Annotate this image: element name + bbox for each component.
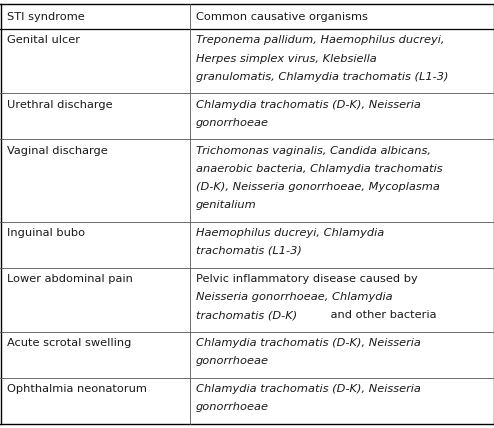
Text: Chlamydia trachomatis (D-K), Neisseria: Chlamydia trachomatis (D-K), Neisseria	[196, 384, 421, 394]
Text: Vaginal discharge: Vaginal discharge	[7, 146, 108, 156]
Text: and other bacteria: and other bacteria	[327, 310, 436, 320]
Text: gonorrhoeae: gonorrhoeae	[196, 118, 269, 128]
Text: Neisseria gonorrhoeae, Chlamydia: Neisseria gonorrhoeae, Chlamydia	[196, 292, 393, 302]
Text: gonorrhoeae: gonorrhoeae	[196, 402, 269, 412]
Text: Lower abdominal pain: Lower abdominal pain	[7, 274, 133, 284]
Text: Chlamydia trachomatis (D-K), Neisseria: Chlamydia trachomatis (D-K), Neisseria	[196, 338, 421, 348]
Text: Herpes simplex virus, Klebsiella: Herpes simplex virus, Klebsiella	[196, 54, 377, 63]
Text: Inguinal bubo: Inguinal bubo	[7, 228, 85, 238]
Text: Chlamydia trachomatis (D-K), Neisseria: Chlamydia trachomatis (D-K), Neisseria	[196, 100, 421, 110]
Text: (D-K), Neisseria gonorrhoeae, Mycoplasma: (D-K), Neisseria gonorrhoeae, Mycoplasma	[196, 182, 440, 192]
Text: anaerobic bacteria, Chlamydia trachomatis: anaerobic bacteria, Chlamydia trachomati…	[196, 164, 443, 174]
Text: trachomatis (D-K): trachomatis (D-K)	[196, 310, 297, 320]
Text: Treponema pallidum, Haemophilus ducreyi,: Treponema pallidum, Haemophilus ducreyi,	[196, 36, 445, 45]
Text: genitalium: genitalium	[196, 200, 257, 210]
Text: trachomatis (L1-3): trachomatis (L1-3)	[196, 246, 302, 256]
Text: Haemophilus ducreyi, Chlamydia: Haemophilus ducreyi, Chlamydia	[196, 228, 384, 238]
Text: gonorrhoeae: gonorrhoeae	[196, 356, 269, 366]
Text: Pelvic inflammatory disease caused by: Pelvic inflammatory disease caused by	[196, 274, 418, 284]
Text: Ophthalmia neonatorum: Ophthalmia neonatorum	[7, 384, 147, 394]
Text: Acute scrotal swelling: Acute scrotal swelling	[7, 338, 131, 348]
Text: Common causative organisms: Common causative organisms	[196, 12, 368, 21]
Text: Genital ulcer: Genital ulcer	[7, 36, 80, 45]
Text: granulomatis, Chlamydia trachomatis (L1-3): granulomatis, Chlamydia trachomatis (L1-…	[196, 71, 449, 82]
Text: STI syndrome: STI syndrome	[7, 12, 84, 21]
Text: Trichomonas vaginalis, Candida albicans,: Trichomonas vaginalis, Candida albicans,	[196, 146, 431, 156]
Text: Urethral discharge: Urethral discharge	[7, 100, 113, 110]
